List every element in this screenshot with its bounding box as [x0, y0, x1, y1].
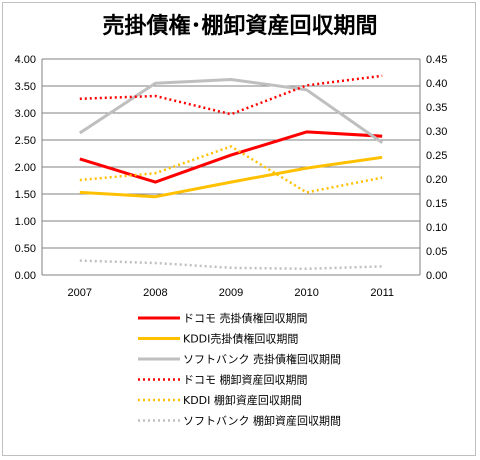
right-tick-label: 0.35 [426, 102, 447, 114]
left-tick-label: 1.50 [15, 189, 36, 201]
right-tick-label: 0.40 [426, 78, 447, 90]
legend-label: ドコモ 売掛債権回収期間 [183, 311, 308, 325]
right-tick-label: 0.20 [426, 174, 447, 186]
series-line-4 [79, 74, 383, 116]
x-tick-label: 2008 [143, 287, 167, 299]
right-tick-label: 0.15 [426, 198, 447, 210]
series-line-6 [79, 259, 383, 271]
x-tick-label: 2009 [219, 287, 243, 299]
chart-title: 売掛債権･棚卸資産回収期間 [102, 14, 378, 39]
right-tick-label: 0.00 [426, 270, 447, 282]
legend-label: KDDI 棚卸資産回収期間 [183, 393, 302, 407]
left-tick-label: 2.00 [15, 162, 36, 174]
legend-label: ドコモ 棚卸資産回収期間 [183, 373, 308, 387]
series-line-1 [79, 130, 383, 184]
left-tick-label: 0.00 [15, 270, 36, 282]
x-tick-label: 2007 [68, 287, 92, 299]
legend-label: ソフトバンク 売掛債権回収期間 [183, 352, 341, 366]
right-tick-label: 0.30 [426, 126, 447, 138]
left-tick-label: 1.00 [15, 216, 36, 228]
left-tick-label: 3.50 [15, 81, 36, 93]
left-tick-label: 2.50 [15, 135, 36, 147]
x-tick-label: 2011 [370, 287, 394, 299]
right-tick-label: 0.05 [426, 246, 447, 258]
left-tick-label: 3.00 [15, 108, 36, 120]
chart-frame [2, 2, 476, 456]
series-line-2 [79, 155, 383, 199]
right-tick-label: 0.45 [426, 54, 447, 66]
right-tick-label: 0.10 [426, 222, 447, 234]
x-tick-label: 2010 [294, 287, 318, 299]
legend-label: ソフトバンク 棚卸資産回収期間 [183, 414, 341, 428]
right-tick-label: 0.25 [426, 150, 447, 162]
series-line-5 [79, 145, 383, 194]
left-tick-label: 4.00 [15, 54, 36, 66]
left-tick-label: 0.50 [15, 243, 36, 255]
series-line-3 [78, 78, 384, 144]
legend-label: KDDI売掛債権回収期間 [183, 332, 298, 346]
